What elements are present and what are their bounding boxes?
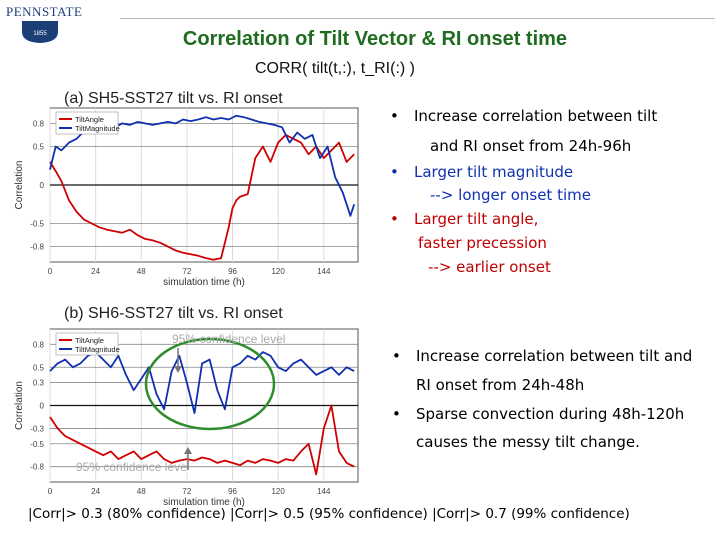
x-axis-label: simulation time (h) bbox=[163, 277, 245, 288]
header-rule bbox=[120, 18, 715, 19]
highlight-ellipse bbox=[144, 337, 276, 431]
x-tick-label: 96 bbox=[228, 487, 237, 496]
y-tick-label: -0.5 bbox=[30, 440, 44, 449]
x-tick-label: 120 bbox=[271, 267, 285, 276]
bullet-bottom-1: Increase correlation between tilt and bbox=[416, 347, 693, 365]
logo-wordmark: PENNSTATE bbox=[6, 4, 83, 19]
x-tick-label: 0 bbox=[48, 487, 53, 496]
legend-label: TiltAngle bbox=[75, 115, 104, 124]
y-tick-label: -0.8 bbox=[30, 463, 44, 472]
x-tick-label: 72 bbox=[182, 267, 191, 276]
y-tick-label: -0.5 bbox=[30, 220, 44, 229]
x-tick-label: 144 bbox=[317, 487, 331, 496]
annotation-95-lower: 95% confidence leve bbox=[76, 460, 187, 474]
seal-year: 1855 bbox=[33, 31, 47, 37]
y-tick-label: -0.8 bbox=[30, 243, 44, 252]
bullet-top-3: Larger tilt angle, bbox=[414, 210, 539, 228]
x-tick-label: 144 bbox=[317, 267, 331, 276]
y-tick-label: 0.3 bbox=[33, 379, 45, 388]
chart-title: (a) SH5-SST27 tilt vs. RI onset bbox=[64, 90, 283, 107]
formula: CORR( tilt(t,:), t_RI(:) ) bbox=[255, 60, 415, 77]
arrow-head bbox=[184, 447, 192, 454]
bullet-top-2: Larger tilt magnitude bbox=[414, 163, 574, 181]
y-axis-label: Correlation bbox=[14, 381, 25, 430]
legend-label: TiltAngle bbox=[75, 336, 104, 345]
y-tick-label: 0.5 bbox=[33, 143, 45, 152]
x-tick-label: 0 bbox=[48, 267, 53, 276]
x-tick-label: 96 bbox=[228, 267, 237, 276]
x-tick-label: 120 bbox=[271, 487, 285, 496]
bullet-top-3-cont2: --> earlier onset bbox=[428, 258, 551, 276]
bullet-top-3-cont: faster precession bbox=[418, 234, 547, 252]
chart-title: (b) SH6-SST27 tilt vs. RI onset bbox=[64, 305, 283, 322]
x-tick-label: 72 bbox=[182, 487, 191, 496]
legend-label: TiltMagnitude bbox=[75, 345, 120, 354]
legend-label: TiltMagnitude bbox=[75, 124, 120, 133]
bullet-bottom-2: Sparse convection during 48h-120h bbox=[416, 405, 685, 423]
bullet-marker: • bbox=[390, 163, 399, 181]
bullet-bottom-1-cont: RI onset from 24h-48h bbox=[416, 376, 585, 394]
bullet-marker: • bbox=[390, 210, 399, 228]
bullet-marker: • bbox=[392, 347, 401, 365]
y-tick-label: 0.5 bbox=[33, 363, 45, 372]
series-line-tiltangle bbox=[49, 404, 355, 476]
bullet-bottom-2-cont: causes the messy tilt change. bbox=[416, 433, 640, 451]
y-axis-label: Correlation bbox=[14, 161, 25, 210]
bullet-marker: • bbox=[392, 405, 401, 423]
series-line-tiltangle bbox=[49, 133, 355, 261]
pennstate-logo: PENNSTATE 1855 bbox=[6, 4, 82, 48]
y-tick-label: -0.3 bbox=[30, 424, 44, 433]
y-tick-label: 0.8 bbox=[33, 119, 45, 128]
x-tick-label: 48 bbox=[137, 267, 146, 276]
bullet-top-1: Increase correlation between tilt bbox=[414, 107, 658, 125]
series-line-tiltmagnitude bbox=[49, 351, 355, 415]
bullets-bottom: • Increase correlation between tilt and … bbox=[392, 343, 717, 463]
annotation-95-upper: 95% confidence level bbox=[172, 332, 285, 346]
bullet-marker: • bbox=[390, 107, 399, 125]
x-axis-label: simulation time (h) bbox=[163, 497, 245, 508]
x-tick-label: 24 bbox=[91, 487, 100, 496]
y-tick-label: 0 bbox=[40, 181, 45, 190]
bullet-top-2-cont: --> longer onset time bbox=[430, 186, 591, 204]
confidence-footer: |Corr|> 0.3 (80% confidence) |Corr|> 0.5… bbox=[28, 506, 630, 522]
y-tick-label: 0 bbox=[40, 402, 45, 411]
bullet-top-1-cont: and RI onset from 24h-96h bbox=[430, 137, 632, 155]
bullets-top: • Increase correlation between tilt and … bbox=[390, 103, 715, 276]
seal-icon: 1855 bbox=[22, 21, 58, 43]
x-tick-label: 24 bbox=[91, 267, 100, 276]
x-tick-label: 48 bbox=[137, 487, 146, 496]
arrow-head bbox=[174, 366, 182, 373]
page-title: Correlation of Tilt Vector & RI onset ti… bbox=[182, 28, 568, 50]
y-tick-label: 0.8 bbox=[33, 340, 45, 349]
